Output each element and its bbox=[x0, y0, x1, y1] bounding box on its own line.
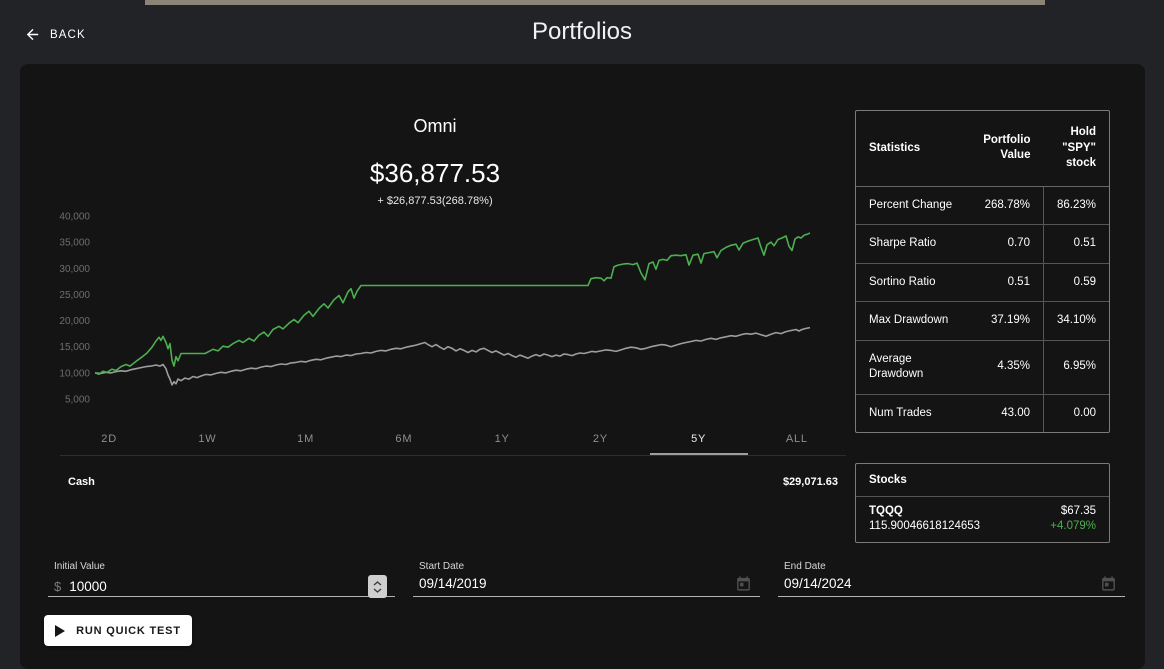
calendar-icon bbox=[737, 576, 750, 591]
tab-6m[interactable]: 6M bbox=[355, 424, 453, 455]
end-date-field: End Date bbox=[778, 560, 1125, 597]
stat-portfolio-value: 0.51 bbox=[954, 262, 1044, 302]
y-axis-tick: 15,000 bbox=[59, 342, 90, 353]
back-label: BACK bbox=[50, 28, 86, 41]
stats-header-statistics: Statistics bbox=[856, 111, 955, 187]
stock-change: +4.079% bbox=[1050, 520, 1096, 532]
stat-label: Max Drawdown bbox=[856, 301, 955, 341]
table-row: Sharpe Ratio 0.70 0.51 bbox=[856, 224, 1109, 264]
window-top-strip bbox=[145, 0, 1045, 5]
run-quick-test-label: RUN QUICK TEST bbox=[76, 624, 181, 637]
table-row: Max Drawdown 37.19% 34.10% bbox=[856, 301, 1109, 341]
cash-row: Cash $29,071.63 bbox=[68, 468, 838, 496]
stats-header-hold-spy: Hold "SPY" stock bbox=[1043, 111, 1109, 187]
statistics-panel: Statistics Portfolio Value Hold "SPY" st… bbox=[855, 110, 1110, 434]
stat-portfolio-value: 0.70 bbox=[954, 224, 1044, 264]
stat-spy-value: 34.10% bbox=[1042, 301, 1109, 341]
y-axis-tick: 40,000 bbox=[59, 212, 90, 223]
portfolio-value: $36,877.53 bbox=[369, 158, 501, 188]
start-date-calendar-button[interactable] bbox=[735, 575, 752, 592]
tab-2y[interactable]: 2Y bbox=[551, 424, 649, 455]
back-button[interactable]: BACK bbox=[22, 24, 88, 45]
tab-1w[interactable]: 1W bbox=[158, 424, 256, 455]
tab-all[interactable]: ALL bbox=[748, 424, 846, 455]
stat-portfolio-value: 268.78% bbox=[984, 198, 1030, 211]
statistics-table: Statistics Portfolio Value Hold "SPY" st… bbox=[856, 111, 1109, 433]
tab-1y[interactable]: 1Y bbox=[453, 424, 551, 455]
y-axis-tick: 20,000 bbox=[59, 316, 90, 327]
tab-5y[interactable]: 5Y bbox=[649, 424, 748, 455]
stocks-panel-title: Stocks bbox=[856, 464, 1109, 497]
stock-shares: 115.90046618124653 bbox=[869, 520, 981, 532]
stats-header-portfolio-value: Portfolio Value bbox=[954, 111, 1044, 187]
end-date-input[interactable] bbox=[784, 576, 1100, 591]
run-quick-test-button[interactable]: RUN QUICK TEST bbox=[44, 615, 192, 646]
stat-portfolio-value: 4.35% bbox=[954, 339, 1044, 395]
range-tabs: 2D 1W 1M 6M 1Y 2Y 5Y ALL bbox=[60, 424, 846, 456]
stat-label: Average Drawdown bbox=[856, 339, 955, 395]
stat-spy-value: 0.00 bbox=[1042, 393, 1109, 433]
start-date-label: Start Date bbox=[419, 561, 465, 572]
y-axis-tick: 10,000 bbox=[59, 368, 90, 379]
play-icon bbox=[55, 624, 66, 637]
stat-label: Sortino Ratio bbox=[856, 262, 955, 302]
stat-label: Num Trades bbox=[856, 393, 955, 433]
y-axis-tick: 25,000 bbox=[59, 290, 90, 301]
table-row: Num Trades 43.00 0.00 bbox=[856, 393, 1109, 433]
y-axis-tick: 30,000 bbox=[59, 264, 90, 275]
stock-symbol: TQQQ bbox=[869, 505, 903, 517]
portfolio-change: + $26,877.53(268.78%) bbox=[377, 195, 493, 207]
stat-portfolio-value: 43.00 bbox=[954, 393, 1044, 433]
portfolio-card: Omni $36,877.53 + $26,877.53(268.78%) 40… bbox=[20, 64, 1145, 669]
initial-value-field: Initial Value $ bbox=[48, 560, 395, 598]
stock-row-tqqq[interactable]: TQQQ 115.90046618124653 $67.35 +4.079% bbox=[856, 497, 1109, 542]
table-row: Average Drawdown 4.35% 6.95% bbox=[856, 339, 1109, 395]
stat-spy-value: 0.59 bbox=[1042, 262, 1109, 302]
end-date-calendar-button[interactable] bbox=[1100, 575, 1117, 592]
initial-value-input[interactable] bbox=[69, 579, 368, 594]
arrow-left-icon bbox=[26, 28, 39, 41]
cash-label: Cash bbox=[68, 476, 95, 488]
tab-2d[interactable]: 2D bbox=[60, 424, 158, 455]
start-date-field: Start Date bbox=[413, 560, 760, 597]
stat-label: Percent Change bbox=[869, 198, 953, 211]
series-hold-spy-stock bbox=[94, 326, 811, 386]
chevron-down-icon bbox=[373, 587, 382, 593]
table-row: Percent Change 268.78% 86.23% bbox=[856, 186, 1109, 225]
page-title: Portfolios bbox=[531, 18, 633, 45]
y-axis-tick: 35,000 bbox=[59, 238, 90, 249]
number-stepper[interactable] bbox=[368, 575, 387, 598]
cash-value: $29,071.63 bbox=[782, 476, 838, 488]
stat-spy-value: 86.23% bbox=[1042, 186, 1109, 225]
stat-spy-value: 0.51 bbox=[1042, 224, 1109, 264]
calendar-icon bbox=[1102, 576, 1115, 591]
chevron-up-icon bbox=[373, 580, 382, 586]
start-date-input[interactable] bbox=[419, 576, 735, 591]
portfolio-name: Omni bbox=[413, 116, 457, 136]
table-row: Sortino Ratio 0.51 0.59 bbox=[856, 262, 1109, 302]
stocks-panel: Stocks TQQQ 115.90046618124653 $67.35 +4… bbox=[855, 463, 1110, 543]
tab-1m[interactable]: 1M bbox=[257, 424, 355, 455]
stat-label: Sharpe Ratio bbox=[856, 224, 955, 264]
series-portfolio-value bbox=[94, 232, 811, 375]
end-date-label: End Date bbox=[784, 561, 826, 572]
stat-portfolio-value: 37.19% bbox=[954, 301, 1044, 341]
portfolio-chart: 40,000 35,000 30,000 25,000 20,000 15,000 10,0… bbox=[59, 212, 811, 406]
initial-value-label: Initial Value bbox=[54, 561, 105, 572]
stat-spy-value: 6.95% bbox=[1042, 339, 1109, 395]
y-axis-tick: 5,000 bbox=[65, 395, 90, 406]
currency-prefix: $ bbox=[54, 579, 62, 594]
stock-price: $67.35 bbox=[1060, 505, 1096, 517]
